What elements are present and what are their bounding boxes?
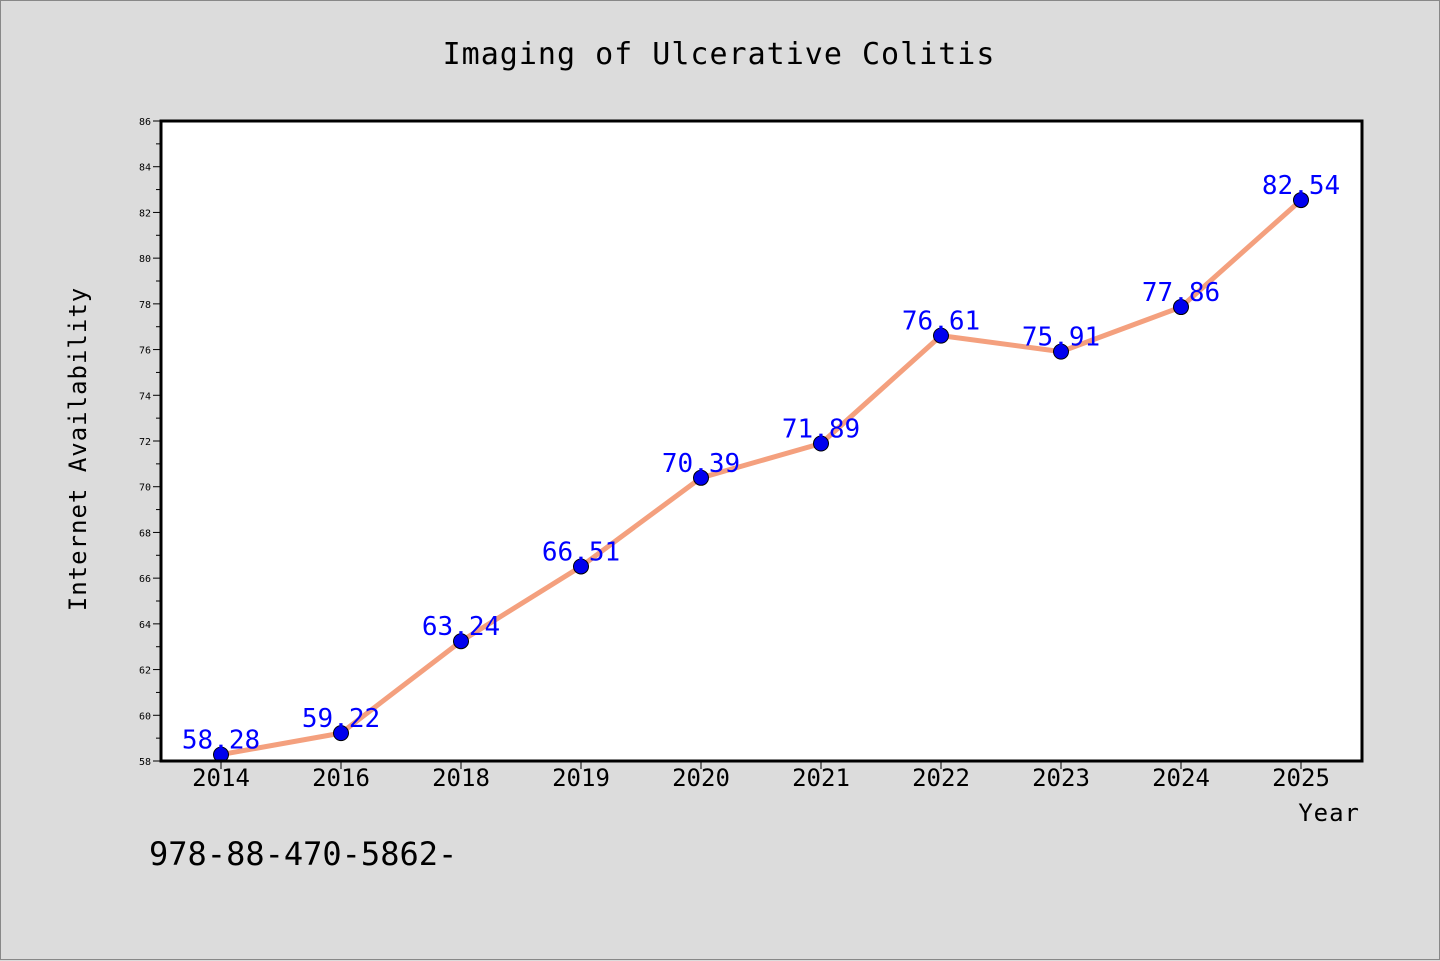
data-point-marker: [1173, 299, 1189, 316]
x-tick-label: 2024: [1152, 764, 1210, 792]
x-tick-label: 2025: [1272, 764, 1330, 792]
y-tick-label: 86: [139, 117, 151, 128]
data-point-marker: [453, 633, 469, 650]
data-point-marker: [1293, 192, 1309, 209]
data-label: 63.24: [422, 612, 500, 642]
data-point-marker: [933, 327, 949, 344]
x-tick-label: 2014: [192, 764, 250, 792]
y-tick-label: 64: [139, 620, 151, 631]
data-label: 59.22: [302, 704, 380, 734]
y-tick-label: 60: [139, 711, 151, 722]
y-tick-label: 84: [139, 163, 151, 174]
series-line: [218, 197, 1304, 758]
y-axis-ticks: 58 60 62 64 66 68 70 72 74 76 78 80 82 84 86: [139, 117, 161, 768]
data-label: 76.61: [902, 307, 980, 337]
y-tick-label: 66: [139, 574, 151, 585]
x-tick-label: 2016: [312, 764, 370, 792]
y-tick-label: 72: [139, 437, 151, 448]
data-label: 58.28: [182, 726, 260, 756]
x-tick-label: 2023: [1032, 764, 1090, 792]
x-tick-label: 2019: [552, 764, 610, 792]
y-tick-label: 78: [139, 300, 151, 311]
data-label: 82.54: [1262, 171, 1340, 201]
x-tick-label: 2020: [672, 764, 730, 792]
data-point-marker: [693, 469, 709, 486]
series-group: 58.28 59.22 63.24 66.51 70.39 71.89 76.61 75.91…: [182, 171, 1340, 763]
x-axis-ticks: 2014 2016 2018 2019 2020 2021 2022 2023 2024 2025: [192, 761, 1330, 792]
y-tick-label: 70: [139, 483, 151, 494]
y-tick-label: 58: [139, 757, 151, 768]
x-tick-label: 2022: [912, 764, 970, 792]
data-label: 77.86: [1142, 278, 1220, 308]
x-tick-label: 2018: [432, 764, 490, 792]
plot-border: [159, 119, 1364, 763]
footnote-text: 978-88-470-5862-: [149, 835, 457, 873]
data-label: 75.91: [1022, 323, 1100, 353]
data-point-marker: [573, 558, 589, 575]
y-tick-label: 74: [139, 391, 151, 402]
data-label: 71.89: [782, 415, 860, 445]
data-label: 66.51: [542, 537, 620, 567]
data-label: 70.39: [662, 449, 740, 479]
y-tick-label: 76: [139, 346, 151, 357]
plot-area: [161, 121, 1362, 761]
chart-title: Imaging of Ulcerative Colitis: [443, 37, 996, 72]
y-tick-label: 68: [139, 528, 151, 539]
x-axis-label: Year: [1298, 799, 1360, 827]
y-tick-label: 62: [139, 666, 151, 677]
data-point-marker: [333, 725, 349, 742]
x-tick-label: 2021: [792, 764, 850, 792]
y-axis-label: Internet Availability: [64, 287, 92, 611]
y-tick-label: 82: [139, 208, 151, 219]
y-tick-label: 80: [139, 254, 151, 265]
data-point-marker: [1053, 343, 1069, 360]
data-point-marker: [813, 435, 829, 452]
